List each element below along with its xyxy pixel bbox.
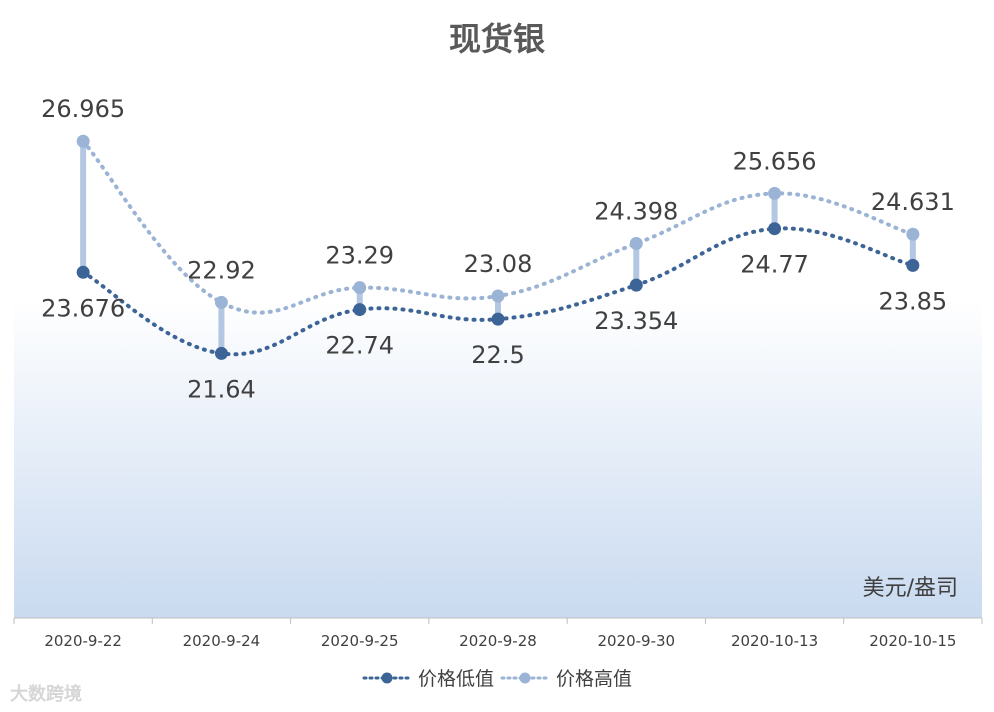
legend-marker-low-icon bbox=[362, 672, 412, 683]
x-tick-label: 2020-9-24 bbox=[183, 632, 261, 650]
data-label-low: 21.64 bbox=[187, 375, 256, 403]
data-point-low bbox=[491, 312, 505, 326]
data-label-low: 22.74 bbox=[325, 332, 394, 360]
high-low-bar bbox=[80, 141, 87, 273]
high-low-bar bbox=[495, 296, 501, 320]
data-label-high: 23.08 bbox=[464, 250, 533, 278]
high-low-bar bbox=[771, 193, 778, 229]
data-point-high bbox=[906, 227, 920, 241]
high-low-bar bbox=[356, 287, 363, 310]
data-label-high: 24.398 bbox=[594, 198, 678, 226]
data-point-low bbox=[353, 303, 367, 317]
legend-item-low[interactable]: 价格低值 bbox=[362, 664, 494, 691]
x-tick-label: 2020-9-25 bbox=[321, 632, 399, 650]
legend: 价格低值 价格高值 bbox=[0, 664, 994, 691]
data-point-high bbox=[768, 186, 782, 200]
data-label-low: 23.85 bbox=[878, 287, 947, 315]
data-point-high bbox=[353, 281, 367, 295]
data-point-low bbox=[629, 278, 643, 292]
high-low-bar bbox=[909, 234, 916, 266]
data-point-high bbox=[629, 237, 643, 251]
data-label-high: 24.631 bbox=[871, 188, 955, 216]
x-tick-label: 2020-9-22 bbox=[44, 632, 122, 650]
data-point-low bbox=[768, 222, 782, 236]
data-label-low: 24.77 bbox=[740, 251, 809, 279]
data-point-low bbox=[906, 258, 920, 272]
data-label-low: 23.354 bbox=[594, 307, 678, 335]
x-tick-label: 2020-9-28 bbox=[459, 632, 537, 650]
plot-area-background bbox=[14, 300, 982, 618]
legend-label-high: 价格高值 bbox=[556, 668, 633, 690]
chart-title: 现货银 bbox=[448, 20, 545, 58]
high-low-bar bbox=[633, 243, 640, 286]
data-point-high bbox=[76, 134, 90, 148]
data-point-low bbox=[76, 265, 90, 279]
data-label-high: 23.29 bbox=[325, 242, 394, 270]
high-low-bar bbox=[218, 302, 225, 354]
x-tick-label: 2020-10-13 bbox=[731, 632, 818, 650]
data-label-high: 22.92 bbox=[187, 256, 256, 284]
data-label-high: 26.965 bbox=[41, 95, 125, 123]
data-point-high bbox=[491, 289, 505, 303]
x-tick-label: 2020-9-30 bbox=[597, 632, 675, 650]
data-label-low: 23.676 bbox=[41, 294, 125, 322]
legend-label-low: 价格低值 bbox=[417, 668, 494, 690]
data-label-low: 22.5 bbox=[471, 341, 524, 369]
x-tick-label: 2020-10-15 bbox=[869, 632, 956, 650]
legend-item-high[interactable]: 价格高值 bbox=[500, 664, 632, 691]
data-label-high: 25.656 bbox=[733, 147, 817, 175]
watermark: 大数跨境 bbox=[10, 684, 82, 705]
legend-marker-high-icon bbox=[500, 672, 550, 683]
data-point-low bbox=[214, 346, 228, 360]
unit-label: 美元/盎司 bbox=[862, 576, 958, 601]
data-point-high bbox=[214, 295, 228, 309]
